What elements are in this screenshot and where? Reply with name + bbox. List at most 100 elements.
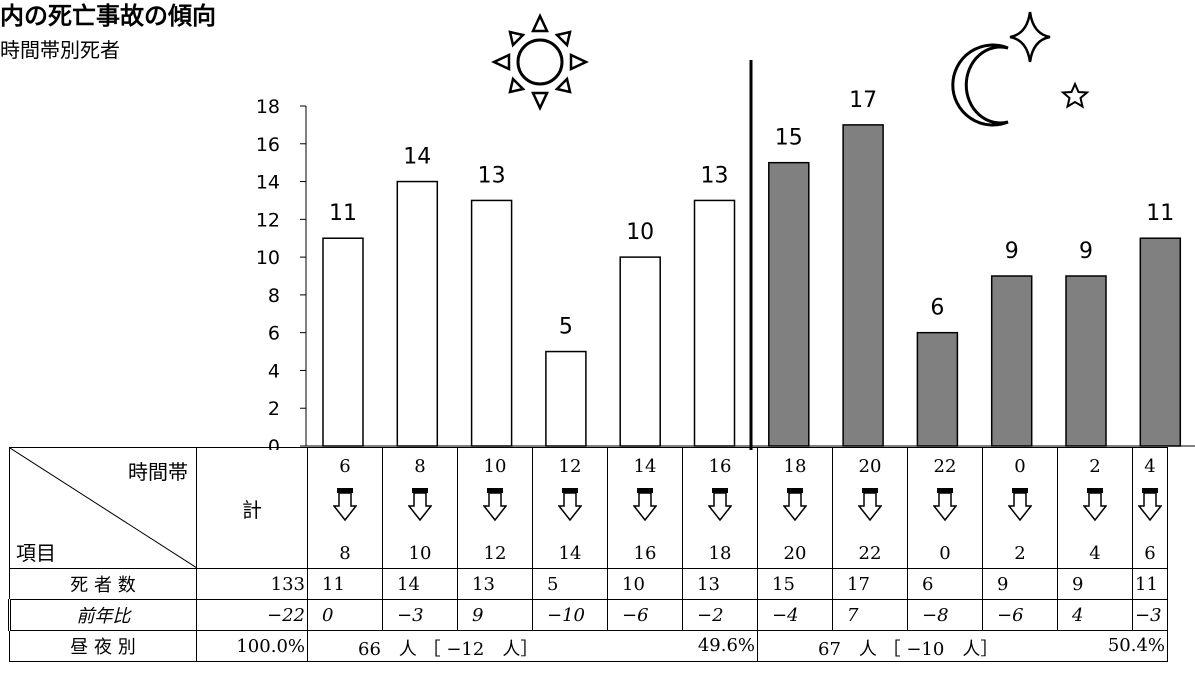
arrow-down-icon <box>633 488 657 522</box>
y-tick-label: 10 <box>256 247 280 269</box>
bar <box>545 350 587 447</box>
time-col: 12 14 <box>532 447 608 569</box>
deaths-cell: 9 <box>982 568 1058 600</box>
time-end: 12 <box>483 543 507 564</box>
time-start: 0 <box>1014 456 1026 477</box>
total-header: 計 <box>196 447 308 569</box>
time-band-header: 時間帯 <box>128 460 188 484</box>
deaths-cell: 11 <box>307 568 383 600</box>
arrow-down-icon <box>1138 488 1162 522</box>
moon-icon <box>951 43 1009 127</box>
bar <box>842 124 884 447</box>
arrow-down-icon <box>933 488 957 522</box>
time-col: 20 22 <box>832 447 908 569</box>
corner-header: 時間帯 項目 <box>9 447 197 569</box>
header-diagonal <box>10 448 196 568</box>
deaths-cell: 6 <box>907 568 983 600</box>
yoy-cell: 4 <box>1057 599 1133 631</box>
time-end: 14 <box>558 543 582 564</box>
yoy-cell: −2 <box>682 599 758 631</box>
y-tick-label: 4 <box>268 360 280 382</box>
day-summary: 66 人 ［ −12 人］ 49.6% <box>307 630 758 662</box>
time-end: 0 <box>939 543 951 564</box>
star-icon <box>1060 81 1090 109</box>
time-end: 18 <box>708 543 732 564</box>
y-tick-label: 0 <box>268 436 280 450</box>
data-label: 14 <box>403 145 431 170</box>
deaths-cell: 17 <box>832 568 908 600</box>
page-title: 内の死亡事故の傾向 <box>0 2 216 30</box>
sun-icon <box>491 13 589 111</box>
time-col: 14 16 <box>607 447 683 569</box>
data-labels: 11 14 13 5 10 13 15 17 6 9 9 11 <box>329 88 1174 340</box>
data-label: 11 <box>329 201 357 226</box>
time-start: 6 <box>339 456 351 477</box>
deaths-label: 死 者 数 <box>9 568 197 600</box>
deaths-cell: 14 <box>382 568 458 600</box>
bar <box>1065 275 1107 447</box>
arrow-down-icon <box>783 488 807 522</box>
deaths-row: 死 者 数 133 11 14 13 5 10 13 15 17 6 9 9 1… <box>9 568 1168 600</box>
yoy-total: −22 <box>196 599 308 631</box>
yoy-cell: −6 <box>982 599 1058 631</box>
data-label: 6 <box>930 296 944 321</box>
day-summary-text: 66 人 ［ −12 人］ <box>358 639 539 660</box>
night-percent: 50.4% <box>1107 635 1165 656</box>
time-start: 2 <box>1089 456 1101 477</box>
data-label: 11 <box>1146 201 1174 226</box>
arrow-down-icon <box>333 488 357 522</box>
yoy-cell: −8 <box>907 599 983 631</box>
time-col: 10 12 <box>457 447 533 569</box>
time-col: 8 10 <box>382 447 458 569</box>
time-col: 16 18 <box>682 447 758 569</box>
arrow-down-icon <box>708 488 732 522</box>
time-end: 22 <box>858 543 882 564</box>
time-end: 20 <box>783 543 807 564</box>
y-axis: 0 2 4 6 8 10 12 14 16 18 <box>256 96 1195 450</box>
day-night-total: 100.0% <box>196 630 308 662</box>
deaths-cell: 9 <box>1057 568 1133 600</box>
day-night-row: 昼 夜 別 100.0% 66 人 ［ −12 人］ 49.6% 67 人 ［ … <box>9 630 1168 662</box>
arrow-down-icon <box>1008 488 1032 522</box>
y-tick-label: 8 <box>268 285 280 307</box>
yoy-cell: 9 <box>457 599 533 631</box>
deaths-cell: 15 <box>757 568 833 600</box>
arrow-down-icon <box>1083 488 1107 522</box>
time-start: 16 <box>708 456 732 477</box>
arrow-down-icon <box>408 488 432 522</box>
bar <box>1139 237 1182 447</box>
sparkle-icon <box>1009 11 1051 63</box>
bar <box>396 180 439 447</box>
y-tick-label: 6 <box>268 323 280 345</box>
deaths-total: 133 <box>196 568 308 600</box>
yoy-cell: −3 <box>1132 599 1168 631</box>
time-end: 16 <box>633 543 657 564</box>
data-label: 13 <box>478 163 506 188</box>
time-end: 4 <box>1089 543 1101 564</box>
yoy-cell: −4 <box>757 599 833 631</box>
time-start: 14 <box>633 456 657 477</box>
data-label: 10 <box>626 220 654 245</box>
bar <box>619 256 661 447</box>
bar <box>990 275 1033 447</box>
arrow-down-icon <box>483 488 507 522</box>
bar-series <box>322 124 1182 447</box>
chart: 0 2 4 6 8 10 12 14 16 18 11 14 13 5 10 13 15 17 6 9 9 11 <box>256 11 1195 450</box>
arrow-down-icon <box>558 488 582 522</box>
y-tick-label: 12 <box>256 209 280 231</box>
bar <box>768 161 810 447</box>
deaths-cell: 13 <box>457 568 533 600</box>
time-col: 18 20 <box>757 447 833 569</box>
yoy-cell: 0 <box>307 599 383 631</box>
data-label: 5 <box>559 315 573 340</box>
deaths-cell: 5 <box>532 568 608 600</box>
yoy-label: 前年比 <box>8 599 197 631</box>
y-tick-label: 14 <box>256 172 280 194</box>
bar <box>693 199 736 447</box>
time-end: 6 <box>1144 543 1156 564</box>
deaths-cell: 11 <box>1132 568 1168 600</box>
